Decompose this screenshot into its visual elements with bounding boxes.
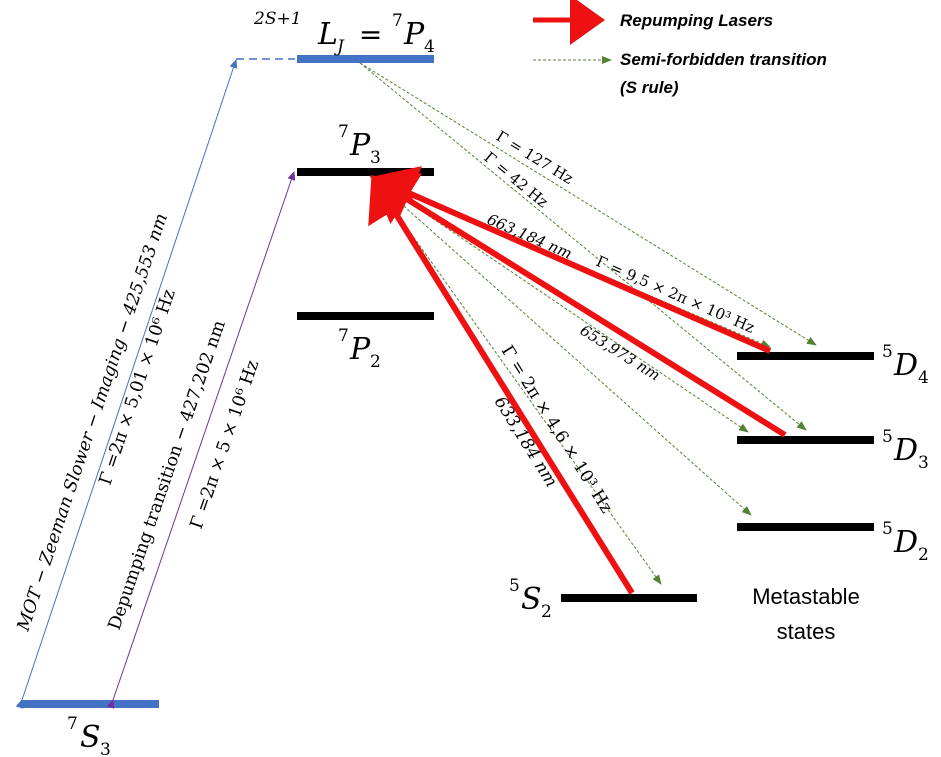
repump-5d4-arrow bbox=[371, 166, 772, 354]
term-notation-header: 2S+1 L J = bbox=[253, 9, 391, 57]
repump-5s2-arrow bbox=[368, 174, 635, 595]
svg-text:7: 7 bbox=[338, 122, 349, 142]
label-5d4: 5 D 4 bbox=[882, 342, 929, 388]
svg-text:D: D bbox=[893, 433, 918, 468]
svg-text:3: 3 bbox=[100, 740, 111, 757]
semi-forbidden-7p4-to-5d3 bbox=[359, 62, 807, 431]
svg-text:P: P bbox=[403, 17, 425, 52]
term-l: L bbox=[317, 17, 338, 52]
depumping-transition-arrow bbox=[106, 171, 296, 709]
svg-text:D: D bbox=[893, 525, 918, 560]
semi-forbidden-7p3-to-5s2 bbox=[369, 175, 662, 585]
svg-text:2: 2 bbox=[370, 352, 381, 372]
svg-text:S: S bbox=[80, 720, 101, 755]
svg-text:3: 3 bbox=[918, 453, 929, 473]
svg-text:4: 4 bbox=[918, 368, 929, 388]
svg-text:5: 5 bbox=[509, 576, 520, 596]
label-5d2: 5 D 2 bbox=[882, 519, 929, 565]
term-superscript: 2S+1 bbox=[253, 9, 302, 29]
label-7p2: 7 P 2 bbox=[338, 326, 381, 372]
label-7p3: 7 P 3 bbox=[338, 122, 381, 168]
metastable-label-line2: states bbox=[777, 619, 836, 644]
d4-gamma-label: Γ = 9,5 × 2π × 10³ Hz bbox=[593, 252, 757, 337]
semi-forbidden-7p4-to-5d4 bbox=[359, 62, 817, 346]
term-equals: = bbox=[350, 18, 391, 51]
mot-wavelength-label: MOT − Zeeman Slower − Imaging − 425,553 … bbox=[13, 211, 172, 634]
svg-text:D: D bbox=[893, 348, 918, 383]
svg-text:S: S bbox=[521, 582, 542, 617]
svg-text:2: 2 bbox=[918, 545, 929, 565]
svg-text:2: 2 bbox=[541, 602, 552, 622]
svg-text:4: 4 bbox=[424, 37, 435, 57]
svg-text:5: 5 bbox=[882, 519, 893, 539]
repump-5d3-arrow bbox=[370, 173, 787, 438]
svg-text:P: P bbox=[349, 332, 371, 367]
legend-semi-forbidden-note: (S rule) bbox=[620, 78, 679, 97]
legend-repumping-label: Repumping Lasers bbox=[620, 11, 773, 30]
label-5d3: 5 D 3 bbox=[882, 427, 929, 473]
label-7p4: 7 P 4 bbox=[392, 11, 435, 57]
svg-text:P: P bbox=[349, 128, 371, 163]
legend-semi-forbidden-label: Semi-forbidden transition bbox=[620, 50, 827, 69]
semi-forbidden-7p3-to-5d2 bbox=[369, 175, 752, 516]
svg-text:5: 5 bbox=[882, 427, 893, 447]
label-7s3: 7 S 3 bbox=[67, 714, 111, 757]
svg-text:7: 7 bbox=[338, 326, 349, 346]
svg-text:5: 5 bbox=[882, 342, 893, 362]
metastable-label-line1: Metastable bbox=[752, 584, 860, 609]
svg-text:7: 7 bbox=[67, 714, 78, 734]
svg-text:3: 3 bbox=[370, 148, 381, 168]
svg-text:7: 7 bbox=[392, 11, 403, 31]
label-5s2: 5 S 2 bbox=[509, 576, 552, 622]
term-j: J bbox=[334, 37, 345, 57]
